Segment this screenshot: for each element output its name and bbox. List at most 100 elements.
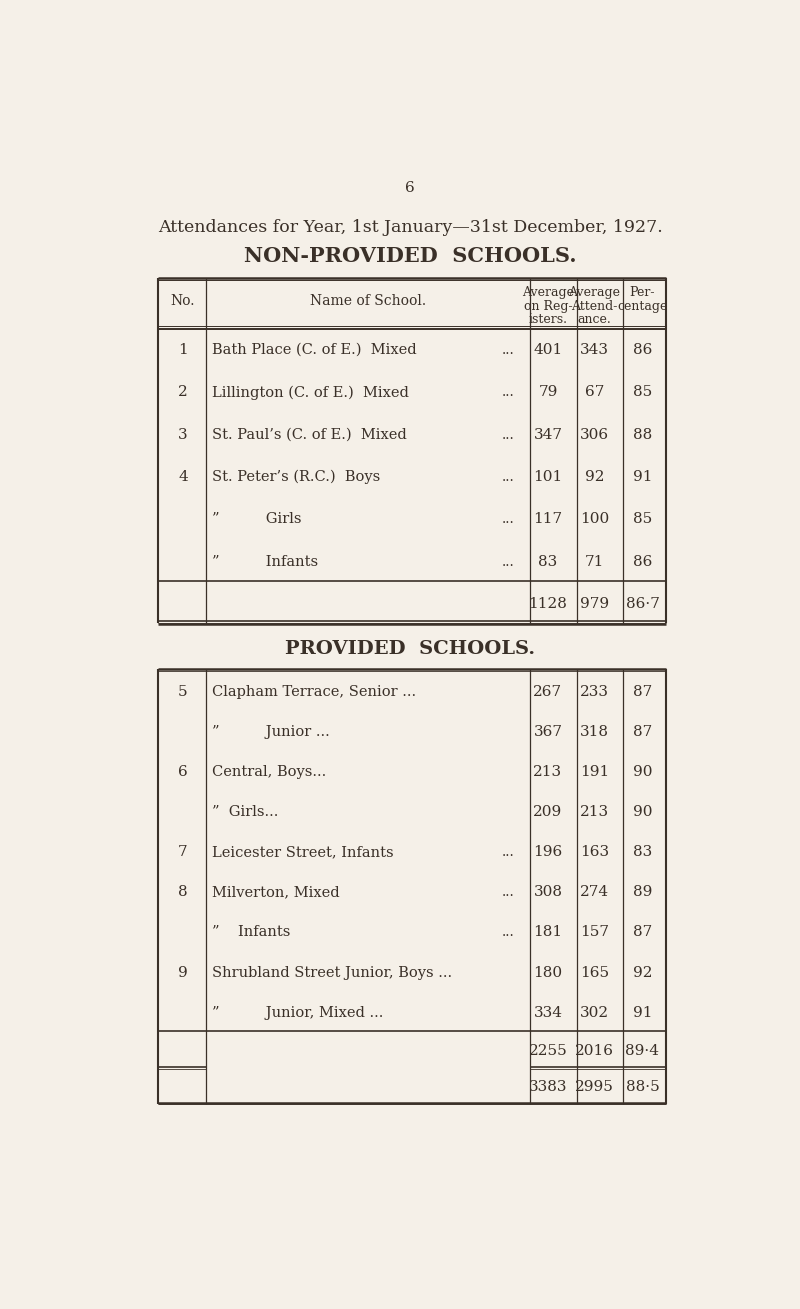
Text: 196: 196 <box>534 846 562 860</box>
Text: 7: 7 <box>178 846 188 860</box>
Text: 191: 191 <box>580 766 609 779</box>
Text: 88·5: 88·5 <box>626 1080 659 1094</box>
Text: 213: 213 <box>534 766 562 779</box>
Text: ...: ... <box>502 343 514 357</box>
Text: 163: 163 <box>580 846 609 860</box>
Text: 2995: 2995 <box>575 1080 614 1094</box>
Text: 4: 4 <box>178 470 188 484</box>
Text: ”          Junior ...: ” Junior ... <box>212 725 330 740</box>
Text: Per-: Per- <box>630 285 655 298</box>
Text: 100: 100 <box>580 512 609 526</box>
Text: 343: 343 <box>580 343 609 357</box>
Text: No.: No. <box>170 295 195 308</box>
Text: Leicester Street, Infants: Leicester Street, Infants <box>212 846 394 860</box>
Text: 367: 367 <box>534 725 562 740</box>
Text: 165: 165 <box>580 966 609 979</box>
Text: 83: 83 <box>633 846 652 860</box>
Text: Bath Place (C. of E.)  Mixed: Bath Place (C. of E.) Mixed <box>212 343 417 357</box>
Text: 9: 9 <box>178 966 188 979</box>
Text: 86: 86 <box>633 555 652 568</box>
Text: 213: 213 <box>580 805 609 819</box>
Text: 90: 90 <box>633 805 652 819</box>
Text: 3383: 3383 <box>529 1080 567 1094</box>
Text: 334: 334 <box>534 1005 562 1020</box>
Text: ...: ... <box>502 846 514 860</box>
Text: ”          Girls: ” Girls <box>212 512 302 526</box>
Text: on Reg-: on Reg- <box>524 300 572 313</box>
Text: centage: centage <box>618 300 668 313</box>
Text: Milverton, Mixed: Milverton, Mixed <box>212 885 340 899</box>
Text: 209: 209 <box>534 805 562 819</box>
Text: 2255: 2255 <box>529 1045 567 1058</box>
Text: PROVIDED  SCHOOLS.: PROVIDED SCHOOLS. <box>285 640 535 658</box>
Text: 85: 85 <box>633 512 652 526</box>
Text: 92: 92 <box>633 966 652 979</box>
Text: 318: 318 <box>580 725 609 740</box>
Text: Lillington (C. of E.)  Mixed: Lillington (C. of E.) Mixed <box>212 385 410 399</box>
Text: Average: Average <box>522 285 574 298</box>
Text: 90: 90 <box>633 766 652 779</box>
Text: ”    Infants: ” Infants <box>212 925 290 940</box>
Text: ...: ... <box>502 385 514 399</box>
Text: 85: 85 <box>633 385 652 399</box>
Text: 87: 87 <box>633 925 652 940</box>
Text: ”          Junior, Mixed ...: ” Junior, Mixed ... <box>212 1005 384 1020</box>
Text: 71: 71 <box>585 555 604 568</box>
Text: ...: ... <box>502 925 514 940</box>
Text: 180: 180 <box>534 966 562 979</box>
Text: 101: 101 <box>534 470 562 484</box>
Text: 91: 91 <box>633 470 652 484</box>
Text: 87: 87 <box>633 725 652 740</box>
Text: 347: 347 <box>534 428 562 441</box>
Text: Name of School.: Name of School. <box>310 295 426 308</box>
Text: ...: ... <box>502 428 514 441</box>
Text: 86·7: 86·7 <box>626 597 659 611</box>
Text: 5: 5 <box>178 685 188 699</box>
Text: 67: 67 <box>585 385 604 399</box>
Text: 267: 267 <box>534 685 562 699</box>
Text: 1128: 1128 <box>529 597 567 611</box>
Text: Attendances for Year, 1st January—31st December, 1927.: Attendances for Year, 1st January—31st D… <box>158 220 662 237</box>
Text: 8: 8 <box>178 885 188 899</box>
Text: ...: ... <box>502 470 514 484</box>
Text: ...: ... <box>502 512 514 526</box>
Text: 3: 3 <box>178 428 188 441</box>
Text: Average: Average <box>569 285 621 298</box>
Text: 157: 157 <box>580 925 609 940</box>
Text: 401: 401 <box>534 343 562 357</box>
Text: 274: 274 <box>580 885 609 899</box>
Text: 2: 2 <box>178 385 188 399</box>
Text: Shrubland Street Junior, Boys ...: Shrubland Street Junior, Boys ... <box>212 966 453 979</box>
Text: 88: 88 <box>633 428 652 441</box>
Text: 1: 1 <box>178 343 188 357</box>
Text: isters.: isters. <box>529 313 567 326</box>
Text: Attend-: Attend- <box>571 300 618 313</box>
Text: ...: ... <box>502 885 514 899</box>
Text: 6: 6 <box>405 181 415 195</box>
Text: 6: 6 <box>178 766 188 779</box>
Text: 83: 83 <box>538 555 558 568</box>
Text: Clapham Terrace, Senior ...: Clapham Terrace, Senior ... <box>212 685 417 699</box>
Text: NON-PROVIDED  SCHOOLS.: NON-PROVIDED SCHOOLS. <box>244 246 576 267</box>
Text: ance.: ance. <box>578 313 611 326</box>
Text: 302: 302 <box>580 1005 609 1020</box>
Text: ”          Infants: ” Infants <box>212 555 318 568</box>
Text: 86: 86 <box>633 343 652 357</box>
Text: 89: 89 <box>633 885 652 899</box>
Text: 181: 181 <box>534 925 562 940</box>
Text: 308: 308 <box>534 885 562 899</box>
Text: 89·4: 89·4 <box>626 1045 659 1058</box>
Text: 979: 979 <box>580 597 609 611</box>
Text: 79: 79 <box>538 385 558 399</box>
Text: 2016: 2016 <box>575 1045 614 1058</box>
Text: 91: 91 <box>633 1005 652 1020</box>
Text: 117: 117 <box>534 512 562 526</box>
Text: 233: 233 <box>580 685 609 699</box>
Text: St. Paul’s (C. of E.)  Mixed: St. Paul’s (C. of E.) Mixed <box>212 428 407 441</box>
Text: Central, Boys...: Central, Boys... <box>212 766 326 779</box>
Text: 92: 92 <box>585 470 604 484</box>
Text: ...: ... <box>502 555 514 568</box>
Text: 306: 306 <box>580 428 609 441</box>
Text: 87: 87 <box>633 685 652 699</box>
Text: St. Peter’s (R.C.)  Boys: St. Peter’s (R.C.) Boys <box>212 470 381 484</box>
